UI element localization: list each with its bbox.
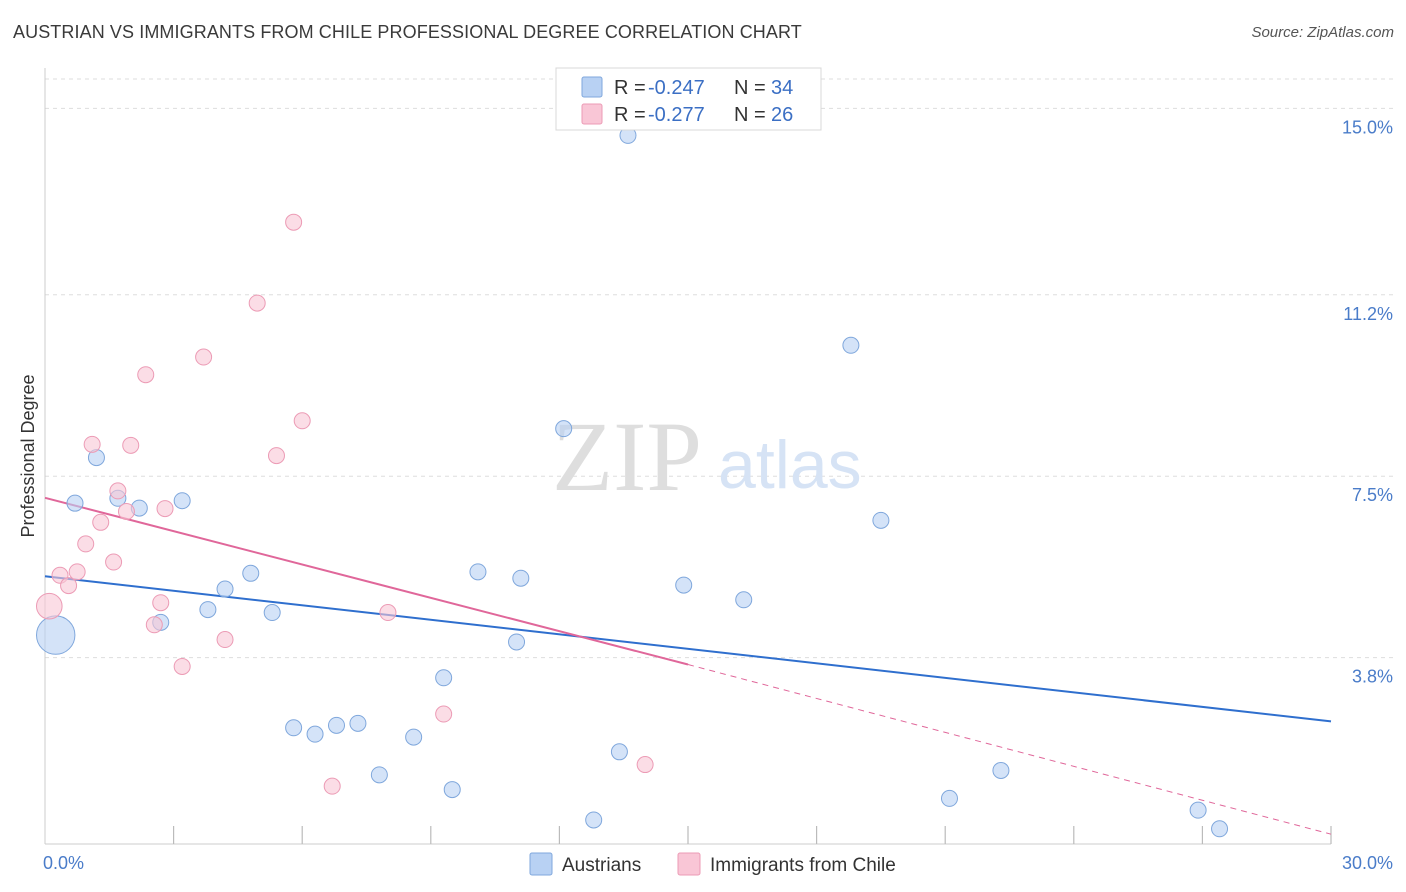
legend-r-value-chile: -0.277	[648, 104, 705, 126]
chile-point	[293, 412, 311, 430]
austrians-point	[306, 725, 324, 743]
austrians-point	[443, 781, 461, 799]
y-axis-label: Professional Degree	[18, 374, 38, 537]
austrians-point	[735, 591, 753, 609]
legend-r-value-austrians: -0.247	[648, 77, 705, 99]
legend-n-label-austrians: N =	[734, 77, 766, 99]
austrians-point	[66, 494, 84, 512]
austrians-point	[242, 564, 260, 582]
data-points	[35, 126, 1229, 838]
austrians-point	[872, 511, 890, 529]
austrians-point	[940, 789, 958, 807]
austrians-point	[842, 336, 860, 354]
axes	[44, 68, 1332, 845]
austrians-point	[555, 420, 573, 438]
chile-point	[323, 777, 341, 795]
chile-point	[68, 563, 86, 581]
austrians-point	[585, 811, 603, 829]
watermark: ZIP atlas	[552, 401, 862, 512]
austrians-point	[435, 669, 453, 687]
chart-title: AUSTRIAN VS IMMIGRANTS FROM CHILE PROFES…	[13, 22, 802, 42]
austrians-point	[469, 563, 487, 581]
austrians-point	[370, 766, 388, 784]
watermark-atlas: atlas	[718, 427, 862, 503]
chile-point	[60, 577, 78, 595]
chile-point	[195, 348, 213, 366]
austrians-point	[36, 615, 76, 655]
austrians-point	[199, 601, 217, 619]
austrians-point	[610, 743, 628, 761]
austrians-point	[216, 580, 234, 598]
bottom-legend-label-austrians: Austrians	[562, 855, 641, 876]
chile-trend-extension	[687, 664, 1332, 835]
y-tick-label: 3.8%	[1352, 667, 1393, 687]
austrians-point	[508, 633, 526, 651]
austrians-point	[1211, 820, 1229, 838]
chile-point	[636, 756, 654, 774]
y-tick-label: 11.2%	[1343, 304, 1393, 324]
source-label: Source: ZipAtlas.com	[1251, 24, 1394, 41]
chile-point	[83, 435, 101, 453]
austrians-point	[992, 761, 1010, 779]
chile-point	[109, 482, 127, 500]
chile-point	[117, 503, 135, 521]
chile-point	[122, 436, 140, 454]
legend-n-label-chile: N =	[734, 104, 766, 126]
bottom-legend-swatch-austrians	[529, 852, 553, 876]
austrians-point	[263, 604, 281, 622]
bottom-legend-swatch-chile	[677, 852, 701, 876]
chile-point	[77, 535, 95, 553]
austrians-point	[285, 719, 303, 737]
y-tick-label: 7.5%	[1352, 485, 1393, 505]
stats-legend: R = -0.247 N = 34 R = -0.277 N = 26	[555, 67, 822, 131]
chile-point	[173, 657, 191, 675]
chile-point	[267, 447, 285, 465]
bottom-legend-label-chile: Immigrants from Chile	[710, 855, 896, 876]
x-tick-label: 30.0%	[1342, 853, 1393, 873]
chile-point	[285, 213, 303, 231]
chile-point	[137, 366, 155, 384]
chile-point	[152, 594, 170, 612]
legend-r-label-chile: R =	[614, 104, 646, 126]
legend-n-value-chile: 26	[771, 104, 793, 126]
series-legend: Austrians Immigrants from Chile	[529, 852, 896, 876]
chile-trend-line	[44, 496, 689, 666]
y-tick-label: 15.0%	[1342, 117, 1393, 137]
austrians-point	[349, 714, 367, 732]
legend-n-value-austrians: 34	[771, 77, 793, 99]
chile-point	[156, 500, 174, 518]
legend-swatch-austrians	[581, 76, 603, 98]
chile-point	[216, 631, 234, 649]
chile-point	[435, 705, 453, 723]
chile-point	[92, 513, 110, 531]
austrians-trend-line	[44, 575, 1332, 723]
legend-swatch-chile	[581, 103, 603, 125]
tick-labels: 15.0% 11.2% 7.5% 3.8% 0.0% 30.0%	[43, 117, 1393, 873]
austrians-point	[1189, 801, 1207, 819]
austrians-point	[327, 716, 345, 734]
chile-point	[145, 616, 163, 634]
trend-lines	[44, 496, 1332, 835]
austrians-point	[173, 492, 191, 510]
legend-r-label-austrians: R =	[614, 77, 646, 99]
chile-point	[105, 553, 123, 571]
austrians-point	[405, 728, 423, 746]
chile-point	[379, 604, 397, 622]
austrians-point	[675, 576, 693, 594]
austrians-point	[512, 569, 530, 587]
x-tick-label: 0.0%	[43, 853, 84, 873]
watermark-zip: ZIP	[552, 401, 702, 512]
chile-point	[248, 294, 266, 312]
chile-point	[35, 592, 63, 620]
